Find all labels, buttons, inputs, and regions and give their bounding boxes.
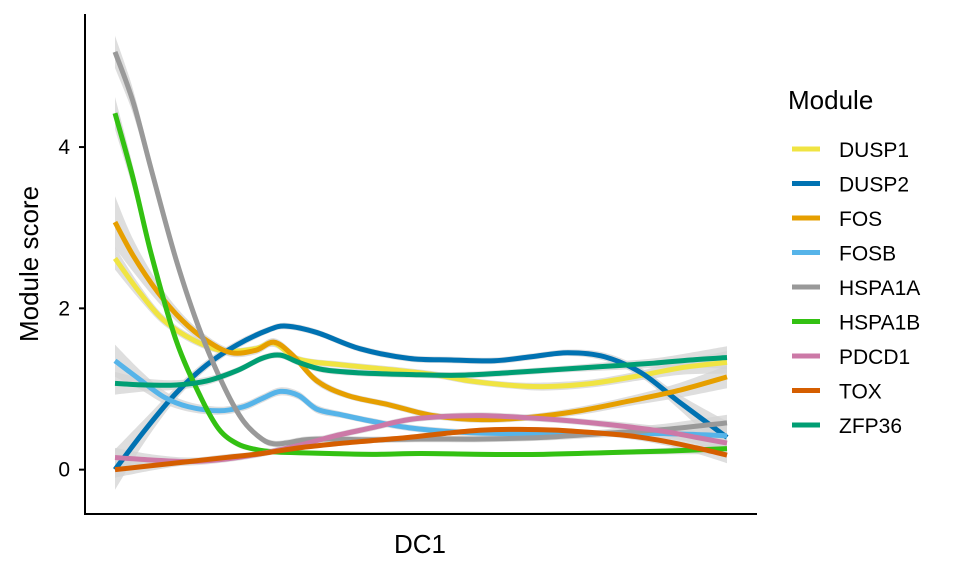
y-tick-label: 2: [58, 297, 70, 320]
legend-item-zfp36: ZFP36: [792, 415, 902, 438]
band-dusp1: [115, 247, 727, 391]
series-line-fos: [112, 220, 728, 423]
legend-item-pdcd1: PDCD1: [792, 346, 910, 369]
legend-item-hspa1a: HSPA1A: [792, 277, 920, 300]
legend-label-fos: FOS: [839, 208, 882, 231]
legend-label-hspa1a: HSPA1A: [839, 277, 920, 300]
legend-label-fosb: FOSB: [839, 243, 896, 266]
y-tick-label: 0: [58, 459, 70, 482]
legend-item-hspa1b: HSPA1B: [792, 312, 920, 335]
y-tick-label: 4: [58, 136, 70, 159]
band-dusp2: [115, 322, 727, 490]
y-ticks: 0 2 4: [58, 136, 85, 482]
series-lines: [112, 51, 729, 473]
series-line-hspa1a: [112, 51, 728, 447]
series-line-tox: [114, 426, 728, 473]
legend-item-tox: TOX: [792, 381, 882, 404]
series-line-zfp36: [114, 352, 728, 388]
band-fosb: [115, 344, 727, 448]
legend-item-fosb: FOSB: [792, 243, 896, 266]
legend-label-dusp2: DUSP2: [839, 174, 909, 197]
legend-label-dusp1: DUSP1: [839, 139, 909, 162]
series-line-dusp1: [112, 256, 728, 390]
y-axis-title: Module score: [14, 186, 44, 342]
legend-label-zfp36: ZFP36: [839, 415, 902, 438]
legend-title: Module: [788, 85, 873, 115]
confidence-bands: [115, 35, 727, 490]
x-axis-title: DC1: [394, 529, 446, 559]
series-line-dusp2: [113, 323, 729, 472]
band-hspa1a: [115, 35, 727, 448]
legend-label-pdcd1: PDCD1: [839, 346, 910, 369]
legend-item-dusp1: DUSP1: [792, 139, 909, 162]
legend-label-tox: TOX: [839, 381, 882, 404]
legend-label-hspa1b: HSPA1B: [839, 312, 920, 335]
legend-items: DUSP1 DUSP2 FOS FOSB HSPA1A HSPA1B PDCD1 TOX ZFP…: [792, 139, 920, 438]
legend-item-fos: FOS: [792, 208, 882, 231]
legend-item-dusp2: DUSP2: [792, 174, 909, 197]
axes: [84, 14, 757, 515]
legend: Module DUSP1 DUSP2 FOS FOSB HSPA1A HSPA1B PDCD…: [788, 85, 920, 438]
band-fos: [115, 196, 727, 423]
